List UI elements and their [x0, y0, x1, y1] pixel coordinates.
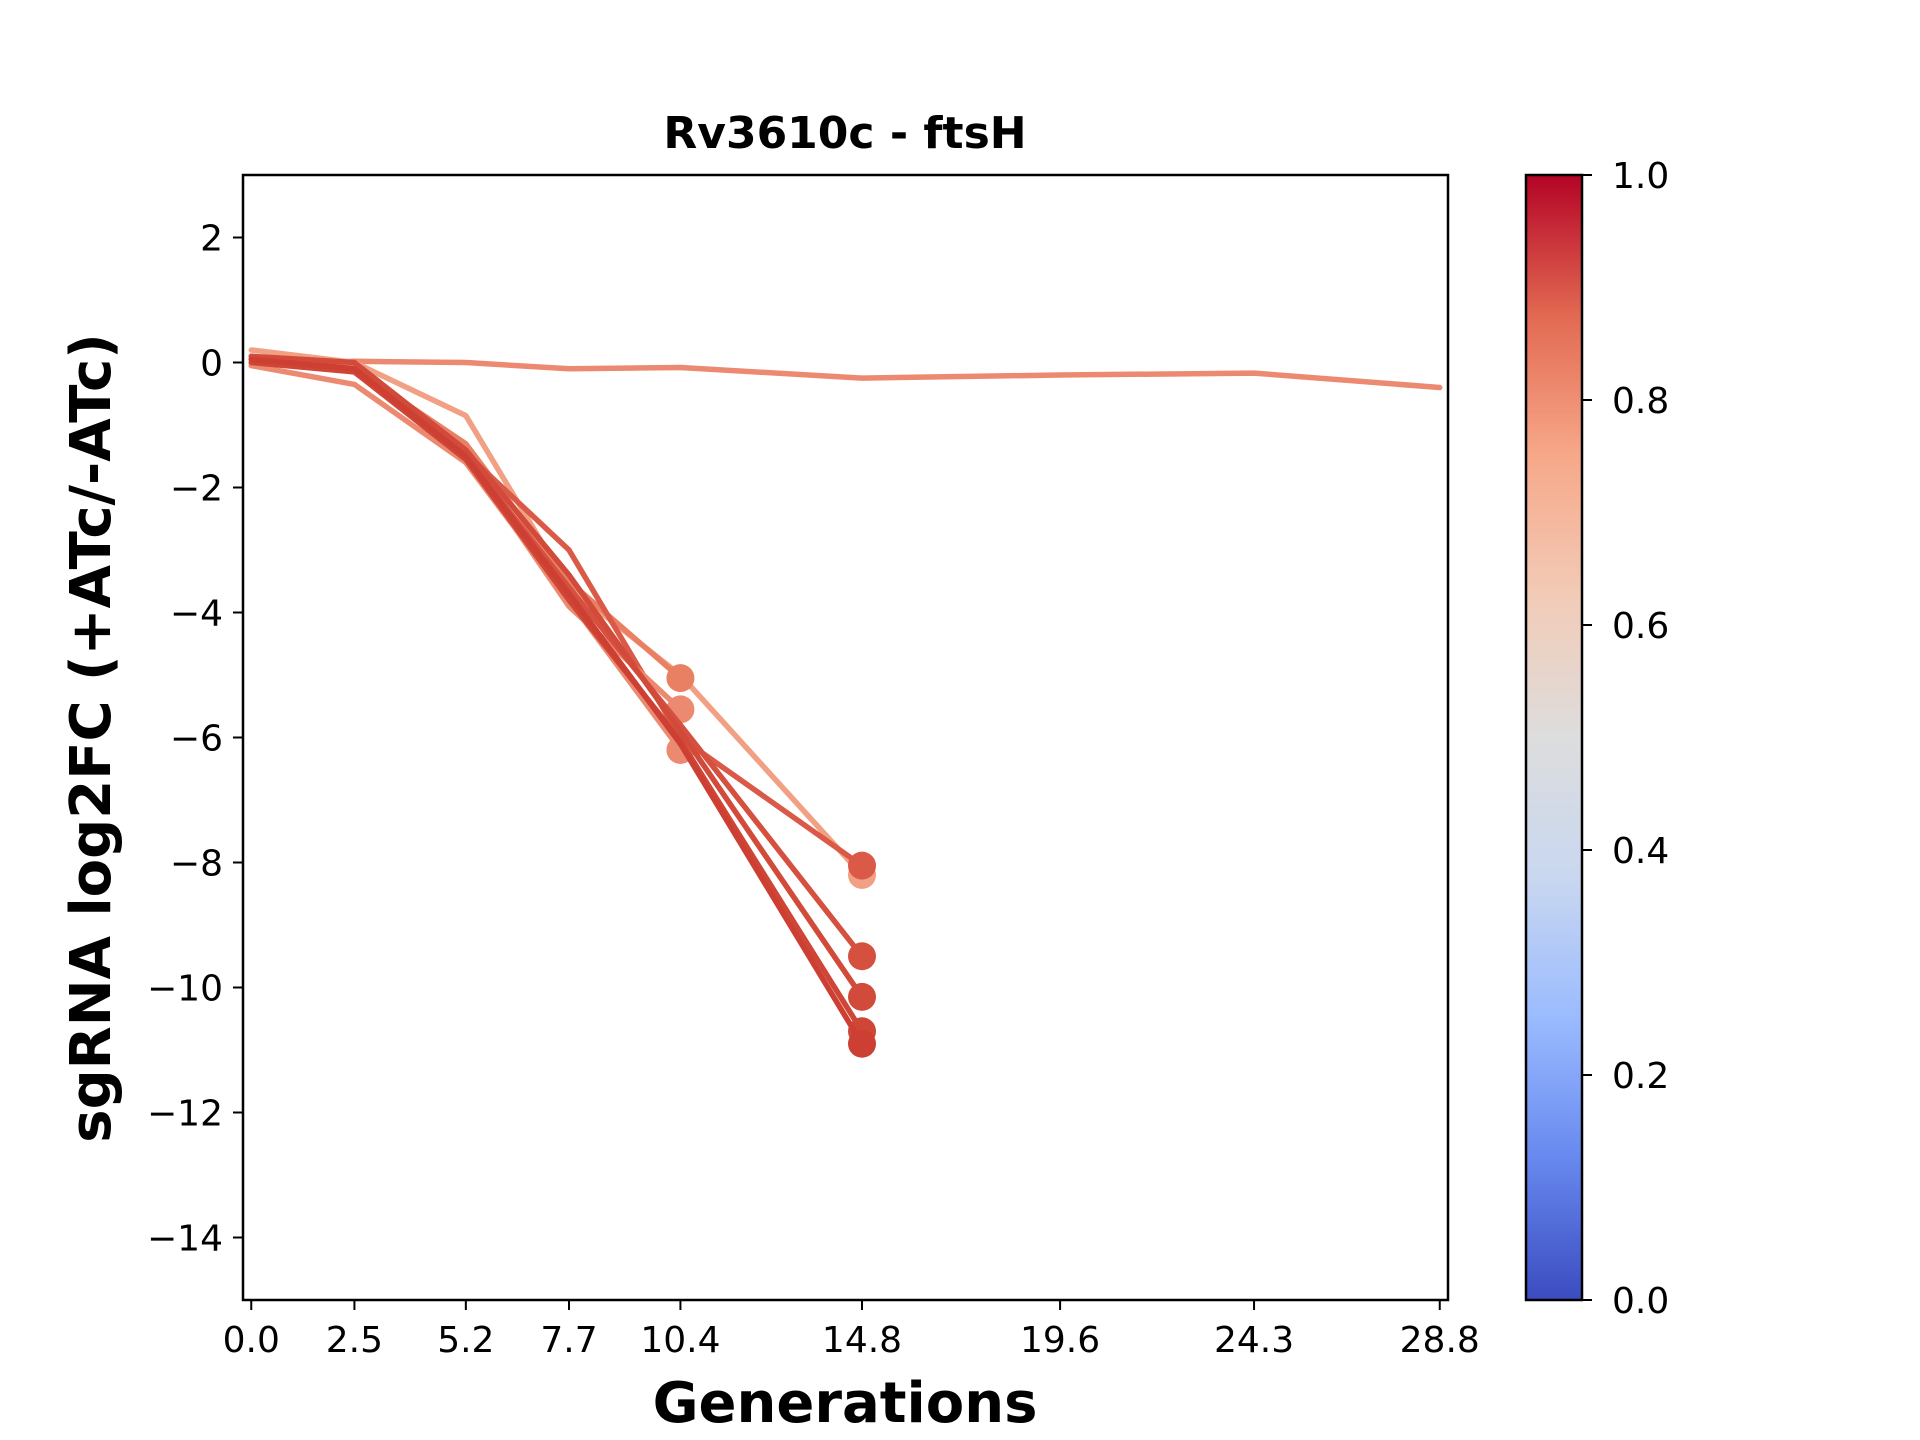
x-tick-label: 24.3: [1214, 1320, 1294, 1361]
y-tick-label: −14: [147, 1219, 223, 1260]
x-tick-label: 10.4: [640, 1320, 720, 1361]
series-line-8: [248, 359, 865, 1035]
colorbar-tick-label: 0.8: [1612, 381, 1669, 422]
series-line-1: [248, 347, 865, 878]
series-line-9: [248, 356, 865, 1047]
y-tick-label: −4: [170, 594, 223, 635]
colorbar-tick-label: 0.6: [1612, 606, 1669, 647]
colorbar-axis: 0.0 0.2 0.4 0.6 0.8 1.0: [1582, 156, 1669, 1322]
x-tick-label: 0.0: [223, 1320, 280, 1361]
series-line-3: [248, 353, 865, 869]
colorbar-tick-label: 1.0: [1612, 156, 1669, 197]
series-point-2: [666, 664, 695, 693]
plot-frame: [241, 173, 1450, 1302]
series-point-7: [848, 982, 877, 1011]
y-tick-label: 2: [200, 219, 223, 260]
series-line-7: [248, 353, 865, 1000]
y-tick-label: −6: [170, 719, 223, 760]
series-line-5: [248, 362, 684, 753]
y-tick-label: −2: [170, 469, 223, 510]
y-axis-label: sgRNA log2FC (+ATc/-ATc): [59, 333, 124, 1143]
colorbar-tick-label: 0.2: [1612, 1056, 1669, 1097]
series-point-6: [848, 942, 877, 971]
x-tick-label: 28.8: [1400, 1320, 1480, 1361]
y-tick-label: −12: [147, 1094, 223, 1135]
x-tick-label: 19.6: [1020, 1320, 1100, 1361]
colorbar-tick-label: 0.4: [1612, 831, 1669, 872]
chart-title: Rv3610c - ftsH: [663, 108, 1026, 159]
x-axis-label: Generations: [653, 1371, 1038, 1436]
colorbar: [1524, 173, 1584, 1302]
series-line-0: [248, 358, 1443, 391]
series-point-9: [848, 1029, 877, 1058]
x-axis: 0.0 2.5 5.2 7.7 10.4 14.8 19.6 24.3 28.8: [223, 1300, 1480, 1361]
y-tick-label: −8: [170, 844, 223, 885]
x-tick-label: 5.2: [437, 1320, 494, 1361]
x-tick-label: 14.8: [822, 1320, 902, 1361]
y-axis: 2 0 −2 −4 −6 −8 −10 −12 −14: [147, 219, 243, 1260]
x-tick-label: 7.7: [540, 1320, 597, 1361]
y-tick-label: 0: [200, 344, 223, 385]
y-tick-label: −10: [147, 969, 223, 1010]
colorbar-tick-label: 0.0: [1612, 1281, 1669, 1322]
x-tick-label: 2.5: [326, 1320, 383, 1361]
series-point-3: [848, 851, 877, 880]
series-layer: [248, 347, 1443, 1058]
